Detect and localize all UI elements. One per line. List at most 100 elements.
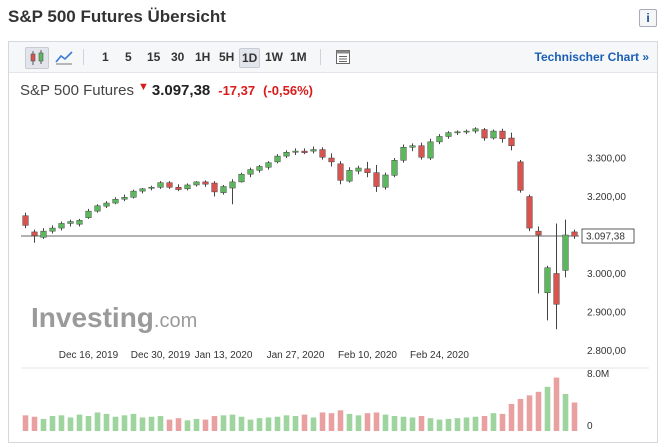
candle[interactable] xyxy=(409,145,416,148)
volume-bar xyxy=(382,414,389,431)
candle[interactable] xyxy=(310,149,317,152)
candle[interactable] xyxy=(112,198,119,204)
candle[interactable] xyxy=(526,196,533,229)
chart-panel: 1 5 15 30 1H 5H 1D 1W 1M Technischer Cha… xyxy=(8,41,658,443)
candle[interactable] xyxy=(427,141,434,159)
timeframe-1d[interactable]: 1D xyxy=(239,48,261,68)
candle[interactable] xyxy=(94,205,101,212)
volume-bar xyxy=(58,415,65,431)
candle[interactable] xyxy=(202,181,209,185)
candle[interactable] xyxy=(256,166,263,171)
candle[interactable] xyxy=(85,210,92,218)
volume-bar xyxy=(427,418,434,431)
volume-bar xyxy=(211,416,218,431)
candle[interactable] xyxy=(463,130,470,133)
volume-bar xyxy=(31,416,38,431)
technical-chart-link[interactable]: Technischer Chart » xyxy=(534,50,649,64)
volume-bar xyxy=(481,416,488,431)
info-icon[interactable]: i xyxy=(639,9,657,27)
candle[interactable] xyxy=(103,202,110,207)
timeframe-1m[interactable]: 1M xyxy=(290,50,307,64)
volume-bar xyxy=(247,419,254,431)
volume-bar xyxy=(571,402,578,431)
candle[interactable] xyxy=(76,220,83,225)
candle[interactable] xyxy=(535,230,542,236)
candle[interactable] xyxy=(553,273,560,305)
timeframe-1[interactable]: 1 xyxy=(102,50,109,64)
header: S&P 500 Futures Übersicht i xyxy=(0,0,664,34)
candle[interactable] xyxy=(22,215,29,226)
timeframe-1w[interactable]: 1W xyxy=(265,50,283,64)
candle[interactable] xyxy=(418,145,425,158)
candle[interactable] xyxy=(364,168,371,173)
volume-bar xyxy=(220,415,227,431)
timeframe-5[interactable]: 5 xyxy=(125,50,132,64)
candle[interactable] xyxy=(31,231,38,237)
candle[interactable] xyxy=(382,174,389,188)
volume-bar xyxy=(283,415,290,431)
candle[interactable] xyxy=(265,162,272,168)
candle[interactable] xyxy=(193,181,200,186)
candle[interactable] xyxy=(148,187,155,189)
candle[interactable] xyxy=(571,231,578,237)
candle[interactable] xyxy=(130,190,137,198)
candle[interactable] xyxy=(391,160,398,176)
candle[interactable] xyxy=(355,167,362,172)
line-chart-icon[interactable] xyxy=(53,47,75,67)
volume-bar xyxy=(148,416,155,431)
candle[interactable] xyxy=(400,147,407,161)
candle[interactable] xyxy=(67,221,74,224)
candle[interactable] xyxy=(49,227,56,232)
current-price-tag-label: 3.097,38 xyxy=(586,232,625,243)
volume-bar xyxy=(436,419,443,431)
candle[interactable] xyxy=(157,182,164,188)
candle[interactable] xyxy=(166,182,173,188)
candle[interactable] xyxy=(562,234,569,271)
timeframe-1h[interactable]: 1H xyxy=(195,50,211,64)
x-axis-tick-label: Feb 10, 2020 xyxy=(338,350,397,361)
price-change-percent: (-0,56%) xyxy=(263,83,313,98)
price-chart[interactable]: Investing.com3.300,003.200,003.100,003.0… xyxy=(9,42,657,442)
candle[interactable] xyxy=(274,155,281,163)
candlestick-icon[interactable] xyxy=(25,47,49,69)
candle[interactable] xyxy=(238,173,245,183)
candle[interactable] xyxy=(517,161,524,191)
candle[interactable] xyxy=(301,150,308,153)
table-icon[interactable] xyxy=(336,50,350,64)
y-axis-tick-label: 2.800,00 xyxy=(587,346,626,357)
candle[interactable] xyxy=(373,172,380,187)
candle[interactable] xyxy=(454,131,461,134)
candle[interactable] xyxy=(319,149,326,158)
candle[interactable] xyxy=(328,157,335,163)
candle[interactable] xyxy=(175,187,182,190)
timeframe-5h[interactable]: 5H xyxy=(219,50,235,64)
volume-bar xyxy=(292,416,299,431)
candle[interactable] xyxy=(58,223,65,229)
candle[interactable] xyxy=(499,130,506,140)
candle[interactable] xyxy=(220,186,227,193)
candle[interactable] xyxy=(229,181,236,189)
candle[interactable] xyxy=(184,184,191,190)
candle[interactable] xyxy=(121,197,128,200)
candle[interactable] xyxy=(292,150,299,153)
candle[interactable] xyxy=(247,169,254,175)
volume-bar xyxy=(103,413,110,431)
timeframe-15[interactable]: 15 xyxy=(147,50,161,64)
candle[interactable] xyxy=(490,130,497,139)
candle[interactable] xyxy=(436,136,443,143)
page-title: S&P 500 Futures Übersicht xyxy=(8,7,226,26)
candle[interactable] xyxy=(211,182,218,193)
candle[interactable] xyxy=(283,152,290,157)
candle[interactable] xyxy=(481,129,488,139)
candle[interactable] xyxy=(337,163,344,181)
candle[interactable] xyxy=(508,137,515,146)
timeframe-30[interactable]: 30 xyxy=(171,50,185,64)
candle[interactable] xyxy=(472,128,479,132)
candle[interactable] xyxy=(40,230,47,238)
candle[interactable] xyxy=(346,170,353,182)
down-arrow-icon: ▼ xyxy=(137,81,149,93)
candle[interactable] xyxy=(445,132,452,137)
candle[interactable] xyxy=(139,188,146,192)
volume-bar xyxy=(229,414,236,431)
candle[interactable] xyxy=(544,267,551,293)
